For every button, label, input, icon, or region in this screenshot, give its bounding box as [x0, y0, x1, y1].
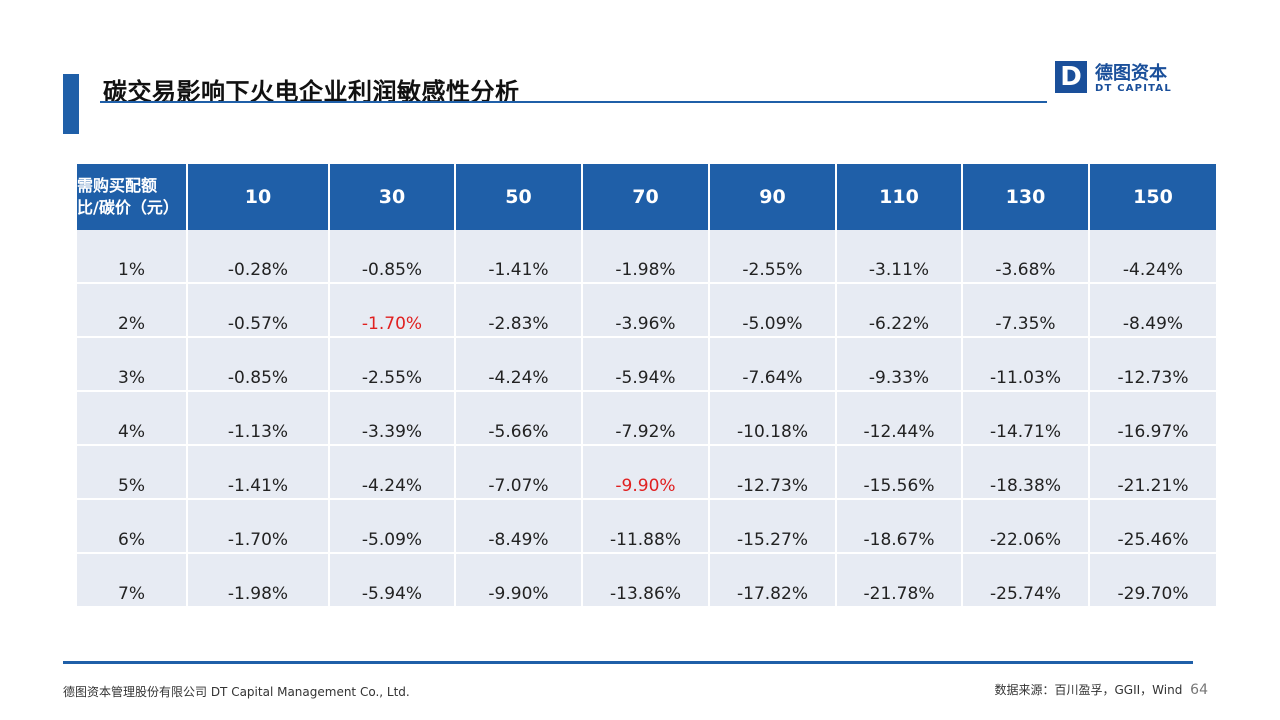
table-cell: -5.09% — [710, 284, 837, 338]
table-row: 2% -0.57% -1.70% -2.83% -3.96% -5.09% -6… — [77, 284, 1216, 338]
table-row: 5% -1.41% -4.24% -7.07% -9.90% -12.73% -… — [77, 446, 1216, 500]
table-row: 6% -1.70% -5.09% -8.49% -11.88% -15.27% … — [77, 500, 1216, 554]
page-number: 64 — [1190, 682, 1208, 698]
company-logo: D 德图资本 DT CAPITAL — [1055, 61, 1185, 97]
table-cell: -1.70% — [188, 500, 330, 554]
corner-header-line2: 比/碳价（元） — [77, 198, 179, 217]
logo-english-name: DT CAPITAL — [1095, 83, 1172, 94]
table-cell: -3.68% — [963, 230, 1090, 284]
table-cell: -21.78% — [837, 554, 963, 608]
table-cell: -22.06% — [963, 500, 1090, 554]
table-cell: -25.74% — [963, 554, 1090, 608]
table-cell: -7.92% — [583, 392, 710, 446]
table-cell: -4.24% — [330, 446, 456, 500]
table-cell: -4.24% — [456, 338, 583, 392]
title-accent-bar — [63, 74, 79, 134]
table-cell: -15.27% — [710, 500, 837, 554]
table-cell: -2.83% — [456, 284, 583, 338]
table-header-row: 需购买配额 比/碳价（元） 10 30 50 70 90 110 130 150 — [77, 164, 1216, 230]
table-row: 3% -0.85% -2.55% -4.24% -5.94% -7.64% -9… — [77, 338, 1216, 392]
title-underline — [100, 101, 1047, 103]
logo-chinese-name: 德图资本 — [1095, 63, 1167, 84]
table-cell: -12.44% — [837, 392, 963, 446]
table-cell: -7.64% — [710, 338, 837, 392]
row-label: 4% — [77, 392, 188, 446]
table-cell: -4.24% — [1090, 230, 1216, 284]
table-cell: -21.21% — [1090, 446, 1216, 500]
table-cell: -16.97% — [1090, 392, 1216, 446]
table-cell: -2.55% — [330, 338, 456, 392]
table-cell: -3.96% — [583, 284, 710, 338]
table-cell: -3.39% — [330, 392, 456, 446]
table-row: 7% -1.98% -5.94% -9.90% -13.86% -17.82% … — [77, 554, 1216, 608]
column-header: 90 — [710, 164, 837, 230]
column-header: 30 — [330, 164, 456, 230]
table-cell: -7.35% — [963, 284, 1090, 338]
table-cell: -8.49% — [1090, 284, 1216, 338]
table-cell: -8.49% — [456, 500, 583, 554]
table-cell: -1.13% — [188, 392, 330, 446]
table-cell: -9.33% — [837, 338, 963, 392]
table-cell: -0.85% — [188, 338, 330, 392]
table-cell: -11.03% — [963, 338, 1090, 392]
table-cell: -1.41% — [456, 230, 583, 284]
column-header: 110 — [837, 164, 963, 230]
table-cell: -18.67% — [837, 500, 963, 554]
table-cell: -29.70% — [1090, 554, 1216, 608]
table-cell: -0.57% — [188, 284, 330, 338]
row-label: 7% — [77, 554, 188, 608]
footer-divider — [63, 661, 1193, 664]
footer-company: 德图资本管理股份有限公司 DT Capital Management Co., … — [63, 685, 410, 699]
table-cell: -0.28% — [188, 230, 330, 284]
logo-mark-icon: D — [1055, 61, 1087, 93]
table-cell: -5.09% — [330, 500, 456, 554]
footer-source: 数据来源：百川盈孚，GGII，Wind 64 — [995, 681, 1209, 698]
table-cell: -12.73% — [1090, 338, 1216, 392]
sensitivity-table: 需购买配额 比/碳价（元） 10 30 50 70 90 110 130 150… — [77, 164, 1216, 608]
column-header: 130 — [963, 164, 1090, 230]
row-label: 1% — [77, 230, 188, 284]
table-cell: -5.94% — [330, 554, 456, 608]
table-cell: -1.98% — [583, 230, 710, 284]
table-cell: -2.55% — [710, 230, 837, 284]
corner-header: 需购买配额 比/碳价（元） — [77, 164, 188, 230]
table-cell: -3.11% — [837, 230, 963, 284]
table-cell: -14.71% — [963, 392, 1090, 446]
table-cell: -5.66% — [456, 392, 583, 446]
table-cell: -13.86% — [583, 554, 710, 608]
column-header: 150 — [1090, 164, 1216, 230]
row-label: 2% — [77, 284, 188, 338]
table-cell: -18.38% — [963, 446, 1090, 500]
table-cell: -11.88% — [583, 500, 710, 554]
table-cell: -25.46% — [1090, 500, 1216, 554]
table-cell: -0.85% — [330, 230, 456, 284]
highlighted-cell: -1.70% — [330, 284, 456, 338]
table-row: 4% -1.13% -3.39% -5.66% -7.92% -10.18% -… — [77, 392, 1216, 446]
table-cell: -15.56% — [837, 446, 963, 500]
table-cell: -1.98% — [188, 554, 330, 608]
table-cell: -10.18% — [710, 392, 837, 446]
row-label: 5% — [77, 446, 188, 500]
table-cell: -7.07% — [456, 446, 583, 500]
column-header: 70 — [583, 164, 710, 230]
highlighted-cell: -9.90% — [583, 446, 710, 500]
table-row: 1% -0.28% -0.85% -1.41% -1.98% -2.55% -3… — [77, 230, 1216, 284]
footer-source-text: 数据来源：百川盈孚，GGII，Wind — [994, 683, 1183, 697]
row-label: 6% — [77, 500, 188, 554]
column-header: 50 — [456, 164, 583, 230]
table-cell: -5.94% — [583, 338, 710, 392]
table-cell: -1.41% — [188, 446, 330, 500]
table-cell: -12.73% — [710, 446, 837, 500]
corner-header-line1: 需购买配额 — [77, 176, 158, 195]
row-label: 3% — [77, 338, 188, 392]
table-cell: -9.90% — [456, 554, 583, 608]
column-header: 10 — [188, 164, 330, 230]
table-cell: -17.82% — [710, 554, 837, 608]
table-cell: -6.22% — [837, 284, 963, 338]
